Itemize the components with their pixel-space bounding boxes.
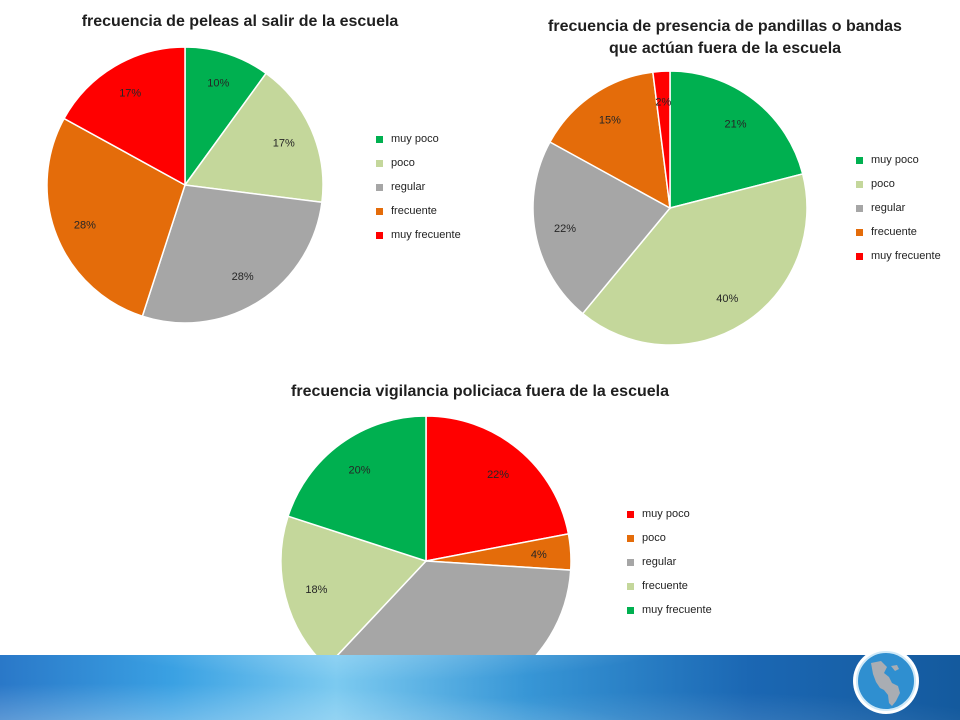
legend-swatch [856,228,863,236]
legend-swatch [376,207,383,215]
chart-title-pandillas-line-2: que actúan fuera de la escuela [608,40,842,57]
pie-slice-pandillas-1 [581,173,808,346]
legend-swatch [627,582,634,590]
pie-slice-vigilancia-4 [287,415,427,563]
pie-label-peleas-1: 17% [273,137,295,149]
legend-label: poco [871,178,895,190]
legend-item-pandillas-0: muy poco [856,148,941,172]
legend-item-peleas-4: muy frecuente [376,223,461,247]
legend-label: poco [642,532,666,544]
pie-slice-peleas-0 [184,46,268,188]
legend-item-peleas-1: poco [376,151,461,175]
pie-label-peleas-4: 17% [119,87,141,99]
pie-label-pandillas-4: 2% [655,96,671,108]
pie-label-pandillas-1: 40% [716,293,738,305]
legend-item-vigilancia-3: frecuente [627,574,712,598]
legend-swatch [376,231,383,239]
chart-title-peleas: frecuencia de peleas al salir de la escu… [81,13,399,30]
legend-item-vigilancia-2: regular [627,550,712,574]
legend-swatch [856,252,863,260]
legend-item-pandillas-2: regular [856,196,941,220]
pie-slice-peleas-4 [63,46,186,187]
pie-label-peleas-2: 28% [232,271,254,283]
legend-label: regular [391,181,426,193]
legend-label: regular [642,556,677,568]
legend-swatch [376,159,383,167]
pie-slice-peleas-3 [46,117,186,318]
legend-label: frecuente [642,580,688,592]
pie-label-peleas-0: 10% [207,78,229,90]
legend-swatch [856,204,863,212]
legend-label: poco [391,157,415,169]
legend-label: frecuente [391,205,437,217]
pie-label-pandillas-0: 21% [724,119,746,131]
legend-swatch [376,135,383,143]
legend-label: muy frecuente [871,250,941,262]
legend-label: muy poco [871,154,919,166]
legend-swatch [627,558,634,566]
legend-label: muy frecuente [391,229,461,241]
pie-label-pandillas-3: 15% [599,115,621,127]
chart-title-vigilancia: frecuencia vigilancia policiaca fuera de… [291,383,669,400]
legend-pandillas: muy poco poco regular frecuente muy frecuent… [856,148,941,268]
pie-label-vigilancia-3: 18% [305,584,327,596]
pie-slice-pandillas-3 [548,71,671,210]
legend-item-pandillas-1: poco [856,172,941,196]
pie-slice-vigilancia-0 [425,415,570,562]
legend-swatch [856,180,863,188]
footer-banner [0,655,960,720]
chart-title-pandillas-line-1: frecuencia de presencia de pandillas o b… [548,18,902,35]
pie-slice-peleas-1 [183,72,324,204]
legend-label: muy poco [642,508,690,520]
chart-title-pandillas: frecuencia de presencia de pandillas o b… [500,16,950,60]
legend-swatch [627,534,634,542]
legend-label: muy frecuente [642,604,712,616]
pie-slice-pandillas-4 [651,70,671,209]
legend-label: regular [871,202,906,214]
pie-label-peleas-3: 28% [74,220,96,232]
legend-swatch [376,183,383,191]
legend-item-pandillas-3: frecuente [856,220,941,244]
legend-swatch [856,156,863,164]
pie-label-pandillas-2: 22% [554,223,576,235]
footer-swirl-decoration [0,655,960,720]
legend-item-vigilancia-1: poco [627,526,712,550]
globe-americas-icon [853,648,919,714]
legend-label: frecuente [871,226,917,238]
legend-peleas: muy poco poco regular frecuente muy frecuent… [376,127,461,247]
legend-swatch [627,510,634,518]
legend-vigilancia: muy poco poco regular frecuente muy frecuent… [627,502,712,622]
pie-label-vigilancia-0: 22% [487,469,509,481]
pie-label-vigilancia-1: 4% [531,549,547,561]
legend-item-peleas-2: regular [376,175,461,199]
legend-item-pandillas-4: muy frecuente [856,244,941,268]
pie-slice-pandillas-2 [532,140,672,315]
legend-swatch [627,606,634,614]
pie-slice-pandillas-0 [669,70,804,209]
pie-slice-peleas-2 [141,184,323,324]
legend-item-peleas-3: frecuente [376,199,461,223]
legend-item-peleas-0: muy poco [376,127,461,151]
pie-label-vigilancia-4: 20% [349,465,371,477]
legend-item-vigilancia-0: muy poco [627,502,712,526]
legend-item-vigilancia-4: muy frecuente [627,598,712,622]
legend-label: muy poco [391,133,439,145]
